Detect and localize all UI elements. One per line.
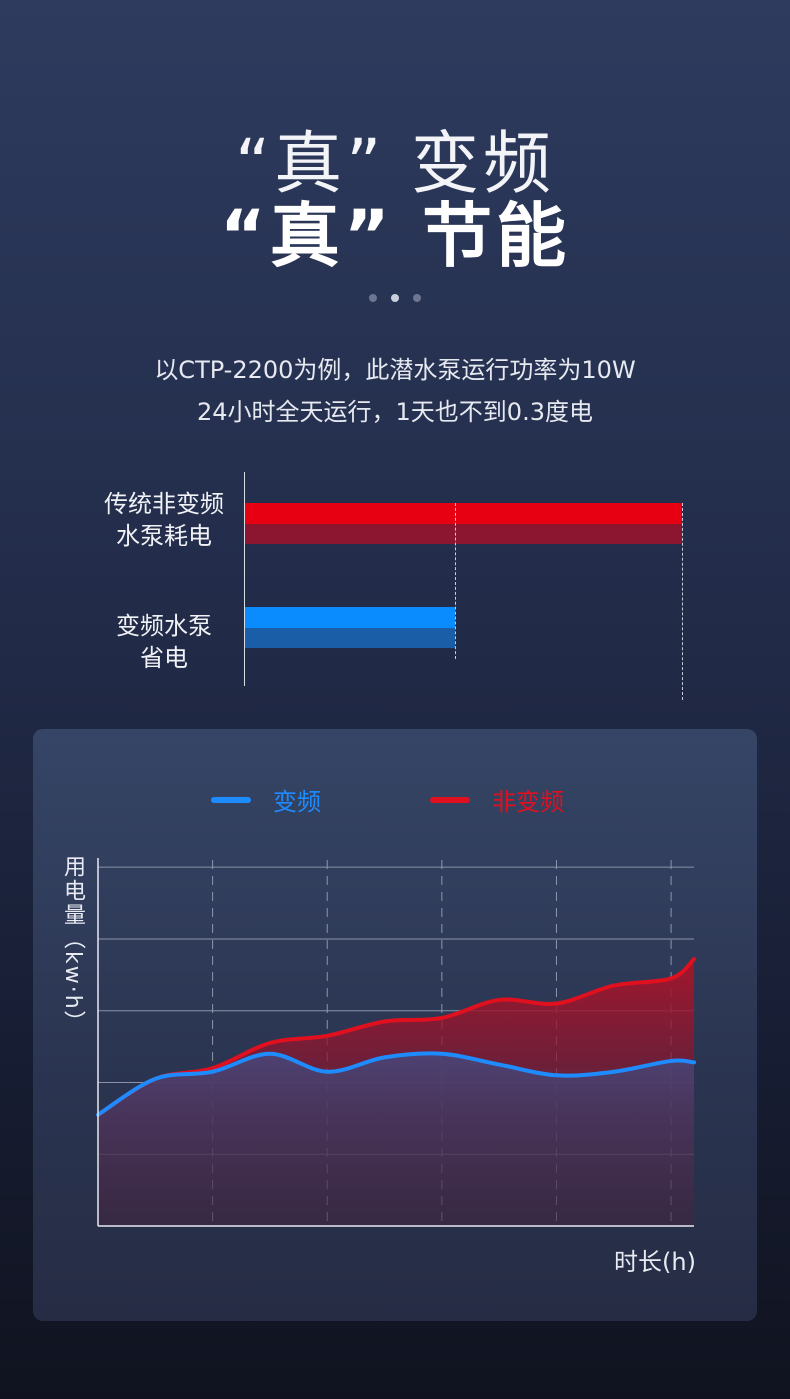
non-inverter-label-line-1: 传统非变频	[104, 490, 224, 518]
non-inverter-bar	[245, 503, 682, 544]
inverter-bar	[245, 607, 455, 648]
non-inverter-end-guide	[682, 503, 683, 700]
pagination-dot[interactable]	[369, 294, 377, 302]
inverter-bar-bottom	[245, 628, 455, 648]
pagination-dot-active[interactable]	[391, 294, 399, 302]
inverter-area	[98, 1053, 694, 1226]
non-inverter-label: 传统非变频 水泵耗电	[84, 488, 244, 552]
carousel-pagination	[0, 294, 790, 302]
legend-inverter-label: 变频	[273, 788, 321, 816]
inverter-line	[96, 1051, 696, 1117]
headline-line-1: “真” 变频	[234, 125, 556, 204]
non-inverter-bar-bottom	[245, 524, 682, 544]
non-inverter-label-line-2: 水泵耗电	[116, 522, 212, 550]
legend-non-inverter-swatch	[430, 796, 470, 803]
headline-line-2: “真” 节能	[219, 195, 571, 277]
legend-non-inverter-label: 非变频	[492, 788, 564, 816]
inverter-label-line-2: 省电	[140, 644, 188, 672]
pagination-dot[interactable]	[413, 294, 421, 302]
y-axis-label: 用电量（kw·h）	[60, 855, 85, 1035]
legend-inverter-swatch	[211, 796, 251, 803]
inverter-label-line-1: 变频水泵	[116, 612, 212, 640]
description-line-2: 24小时全天运行，1天也不到0.3度电	[197, 398, 593, 426]
inverter-label: 变频水泵 省电	[84, 610, 244, 674]
inverter-end-guide	[454, 503, 456, 659]
non-inverter-line	[96, 957, 696, 1117]
comparison-axis	[244, 472, 245, 686]
non-inverter-bar-top	[245, 503, 682, 524]
description-line-1: 以CTP-2200为例，此潜水泵运行功率为10W	[154, 356, 636, 384]
x-axis-label: 时长(h)	[614, 1248, 696, 1276]
inverter-bar-top	[245, 607, 455, 628]
legend-inverter: 变频	[211, 782, 321, 817]
power-comparison: 传统非变频 水泵耗电 变频水泵 省电	[84, 472, 683, 700]
legend-non-inverter: 非变频	[430, 782, 564, 817]
